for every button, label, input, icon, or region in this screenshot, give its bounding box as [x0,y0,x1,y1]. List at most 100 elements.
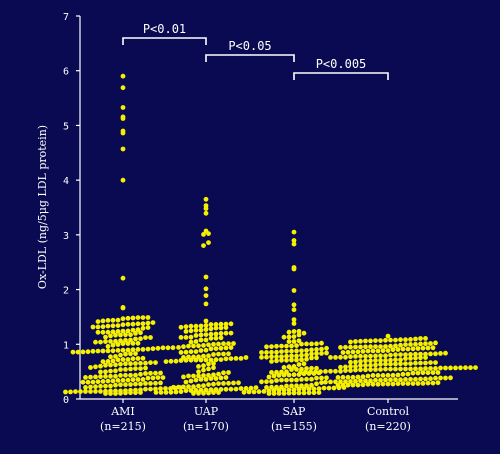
data-point [400,346,406,352]
data-point [201,363,206,369]
data-point [415,346,421,351]
data-point [269,354,274,360]
data-point [110,317,116,323]
data-point [355,349,361,355]
data-point [98,339,103,345]
data-point [264,379,269,385]
data-point [423,366,428,371]
data-point [410,346,416,352]
y-tick-label: 3 [63,231,69,242]
data-point [70,349,76,355]
data-point [63,389,68,395]
data-point [100,318,106,324]
data-point [348,354,353,360]
data-point [296,338,302,344]
data-point [226,380,231,386]
category-labels: AMI (n=215) UAP (n=170) SAP (n=155) Control (n=… [100,405,411,433]
data-point [203,377,209,382]
data-point [110,323,116,329]
data-point [350,349,356,355]
data-point [338,379,343,385]
data-point [393,366,398,372]
data-point [100,359,106,364]
data-point [281,391,287,396]
data-point [118,332,123,338]
data-point [304,376,309,382]
data-point [145,315,151,320]
axes [79,16,458,403]
data-point [221,381,226,386]
data-point [216,371,221,377]
data-point [415,370,421,376]
data-point [435,380,441,386]
data-point [231,341,236,346]
data-point [383,358,388,363]
data-point [160,345,166,351]
data-point [363,363,368,368]
data-point [128,372,133,378]
data-point [398,366,403,372]
data-point [345,349,351,355]
data-point [259,379,264,385]
data-point [380,373,386,378]
data-point [261,389,267,394]
data-point [203,327,209,332]
data-point [163,386,168,391]
data-point [208,322,214,327]
data-point [176,384,181,390]
data-point [143,381,148,386]
data-point [128,332,133,338]
data-point [370,348,376,354]
data-point [373,338,378,343]
data-point [408,337,413,342]
data-point [196,343,201,349]
data-point [140,321,146,327]
data-point [85,349,91,355]
data-point [128,390,133,396]
data-point [238,356,244,361]
data-point [173,389,179,395]
data-point [183,388,189,394]
data-point [248,385,254,391]
data-point [203,206,209,211]
data-point [393,361,398,367]
data-point [148,386,153,392]
data-point [338,364,343,370]
data-point [115,323,121,328]
y-tick-label: 7 [63,12,69,23]
data-point [158,370,163,376]
data-point [304,341,309,347]
data-point [373,367,378,372]
data-point [413,355,418,361]
data-point [133,361,138,366]
data-point [128,361,133,367]
data-point [348,344,353,350]
data-point [395,372,401,378]
data-point [208,346,214,352]
data-point [223,386,229,392]
data-point [128,366,133,372]
data-point [170,345,176,351]
data-point [83,389,88,394]
data-point [343,368,348,373]
data-point [108,362,113,368]
data-point [286,339,292,344]
data-point [173,358,179,364]
data-point [403,366,408,372]
data-point [338,345,343,350]
data-point [135,340,141,346]
data-point [463,365,468,371]
data-point [158,386,163,391]
data-point [345,374,351,380]
data-point [418,366,423,372]
data-point [133,336,138,342]
data-point [383,337,388,343]
data-point [340,374,346,380]
data-point [286,387,292,393]
data-point [343,379,348,384]
data-point [120,341,126,347]
data-point [388,377,393,383]
data-point [435,370,441,375]
data-point [85,379,91,385]
